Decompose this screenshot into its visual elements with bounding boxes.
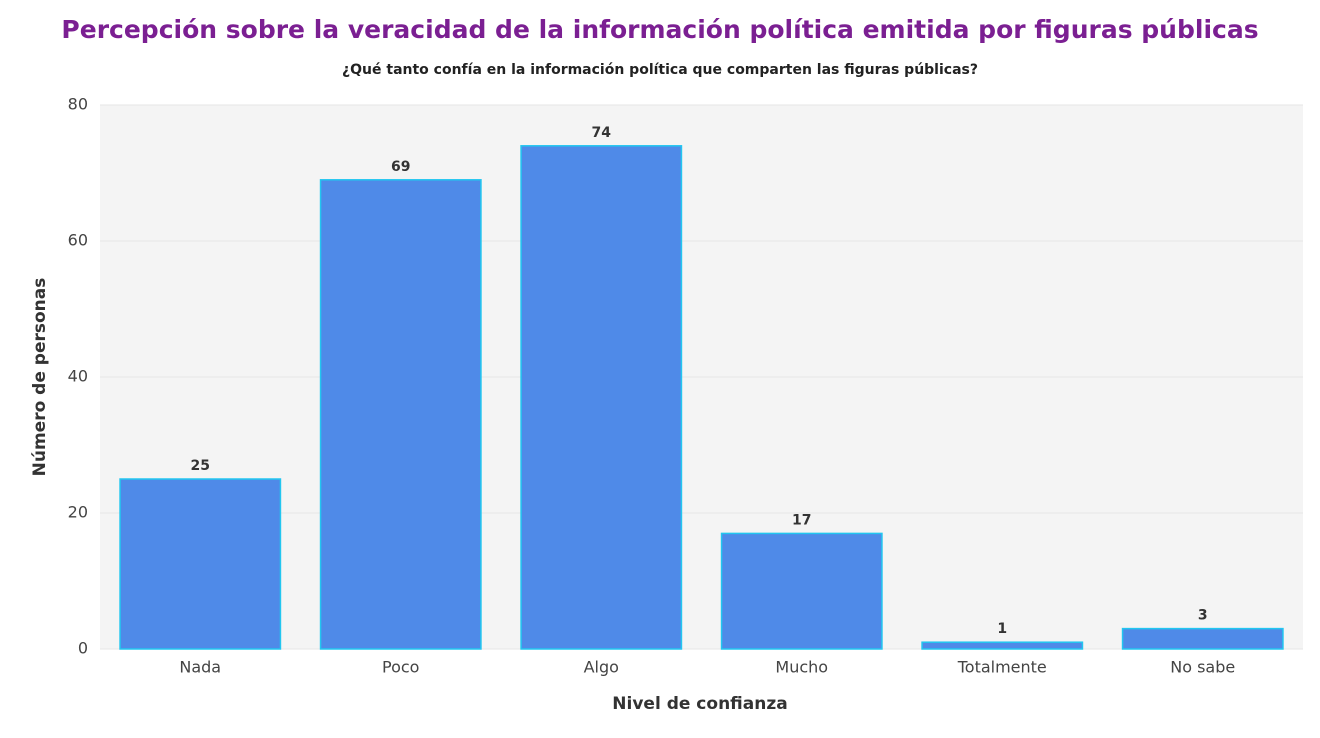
value-label: 3 xyxy=(1198,608,1208,624)
bar xyxy=(1121,627,1284,650)
y-tick-label: 0 xyxy=(78,639,88,658)
bar xyxy=(520,145,683,650)
bar xyxy=(319,179,482,650)
x-tick-label: Mucho xyxy=(775,658,828,677)
bar xyxy=(119,478,282,650)
chart-subtitle: ¿Qué tanto confía en la información polí… xyxy=(342,62,978,78)
bar xyxy=(720,532,883,650)
x-tick-label: No sabe xyxy=(1170,658,1235,677)
value-label: 74 xyxy=(592,125,612,141)
y-axis-label: Número de personas xyxy=(30,278,50,477)
y-tick-label: 20 xyxy=(68,503,88,522)
x-axis-label: Nivel de confianza xyxy=(612,694,787,714)
x-tick-label: Nada xyxy=(179,658,221,677)
x-tick-label: Poco xyxy=(382,658,419,677)
y-tick-label: 80 xyxy=(68,95,88,114)
x-tick-label: Algo xyxy=(584,658,619,677)
y-tick-label: 60 xyxy=(68,231,88,250)
y-tick-label: 40 xyxy=(68,367,88,386)
value-label: 17 xyxy=(792,512,811,528)
value-label: 25 xyxy=(191,458,210,474)
bar xyxy=(921,641,1084,650)
value-label: 1 xyxy=(997,621,1007,637)
x-tick-label: Totalmente xyxy=(957,658,1047,677)
value-label: 69 xyxy=(391,159,410,175)
chart-title: Percepción sobre la veracidad de la info… xyxy=(61,15,1258,44)
